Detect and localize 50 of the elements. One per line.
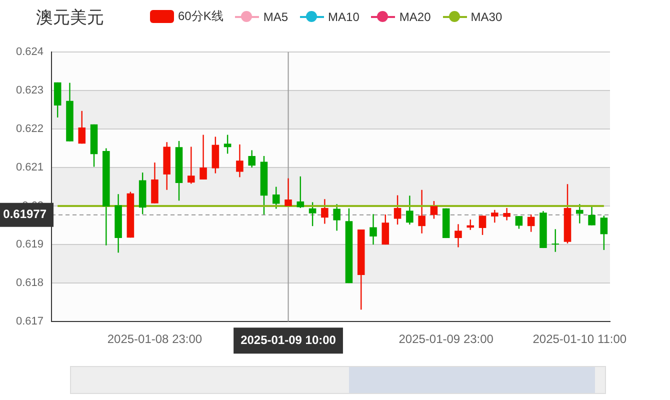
candlestick	[236, 144, 244, 178]
y-tick-label: 0.623	[16, 84, 44, 97]
candlestick	[503, 207, 510, 221]
candlestick	[200, 134, 207, 180]
candlestick	[430, 200, 438, 220]
y-tick-label: 0.618	[16, 277, 44, 290]
y-tick-label: 0.624	[16, 46, 44, 58]
chart-title: 澳元美元	[36, 7, 104, 29]
x-tick-label: 2025-01-08 23:00	[107, 332, 202, 346]
x-tick-label: 2025-01-09 10:00	[240, 332, 336, 347]
candlestick	[406, 195, 414, 226]
candlestick	[188, 146, 195, 184]
y-tick-label: 0.617	[16, 316, 44, 328]
candlestick	[151, 162, 158, 204]
candlestick	[212, 136, 220, 174]
y-tick-label: 0.619	[16, 238, 44, 251]
candlestick	[78, 110, 86, 144]
candlestick	[491, 209, 498, 224]
candlestick	[576, 204, 584, 224]
candlestick	[418, 189, 426, 234]
candlestick	[284, 178, 292, 207]
legend-label: MA10	[328, 10, 360, 24]
candlestick	[321, 198, 328, 224]
candlestick	[454, 224, 462, 248]
x-tick-label: 2025-01-10 11:00	[532, 332, 627, 346]
candlestick	[600, 215, 608, 251]
candlestick	[296, 176, 304, 209]
candlestick	[515, 215, 523, 230]
legend-label: 60分K线	[178, 8, 224, 25]
y-tick-label: 0.621	[16, 162, 44, 174]
ref-line-label: 0.61977	[3, 207, 47, 222]
candlestick	[588, 205, 596, 226]
candlestick	[272, 186, 280, 210]
candlestick	[466, 218, 474, 231]
candlestick	[333, 204, 340, 232]
legend-label: MA30	[470, 10, 502, 24]
candlestick	[54, 82, 62, 118]
candlestick	[394, 194, 402, 226]
candlestick	[224, 134, 232, 154]
legend-label: MA20	[399, 10, 431, 24]
candlestick	[248, 150, 256, 168]
y-tick-label: 0.622	[16, 123, 44, 136]
legend-label: MA5	[263, 10, 288, 24]
x-tick-label: 2025-01-09 23:00	[398, 332, 494, 346]
candlestick	[370, 214, 377, 246]
candlestick	[527, 214, 535, 232]
candlestick	[552, 228, 560, 252]
candlestick	[382, 214, 390, 246]
candlestick	[308, 202, 316, 227]
candlestick	[478, 215, 486, 236]
